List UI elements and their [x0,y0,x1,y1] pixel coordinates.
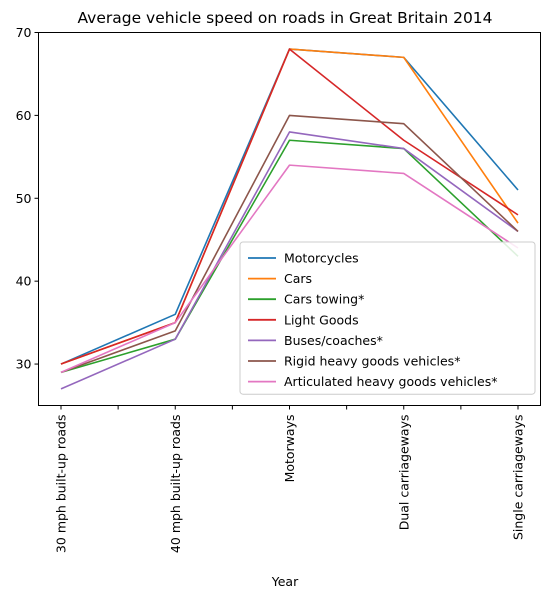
x-tick-label: 30 mph built-up roads [54,415,69,554]
legend-entry: Cars towing* [284,292,364,307]
x-axis: 30 mph built-up roads 40 mph built-up roa… [54,405,526,554]
legend: Motorcycles Cars Cars towing* Light Goods Bu… [239,241,536,395]
series-line-5 [60,114,519,374]
series-line-4 [60,131,519,390]
y-tick-label: 70 [16,25,32,40]
y-tick-label: 60 [16,108,32,123]
x-axis-label: Year [271,574,299,589]
legend-entry: Articulated heavy goods vehicles* [284,374,497,389]
legend-entry: Light Goods [284,312,359,327]
legend-entry: Rigid heavy goods vehicles* [284,354,460,369]
y-axis: 30 40 50 60 70 [16,25,39,372]
legend-box [239,241,536,395]
y-tick-label: 30 [16,357,32,372]
series-line-2 [60,139,519,374]
plot-area [60,48,519,390]
x-tick-label: Motorways [282,415,297,483]
y-tick-label: 50 [16,191,32,206]
legend-entry: Motorcycles [284,251,359,266]
x-tick-label: 40 mph built-up roads [168,415,183,554]
chart-title: Average vehicle speed on roads in Great … [77,9,492,27]
legend-entry: Buses/coaches* [284,333,383,348]
x-tick-label: Single carriageways [511,415,526,541]
y-tick-label: 40 [16,274,32,289]
legend-entry: Cars [284,271,312,286]
series-line-6 [60,164,519,374]
series-line-3 [60,48,519,365]
x-tick-label: Dual carriageways [396,415,411,531]
